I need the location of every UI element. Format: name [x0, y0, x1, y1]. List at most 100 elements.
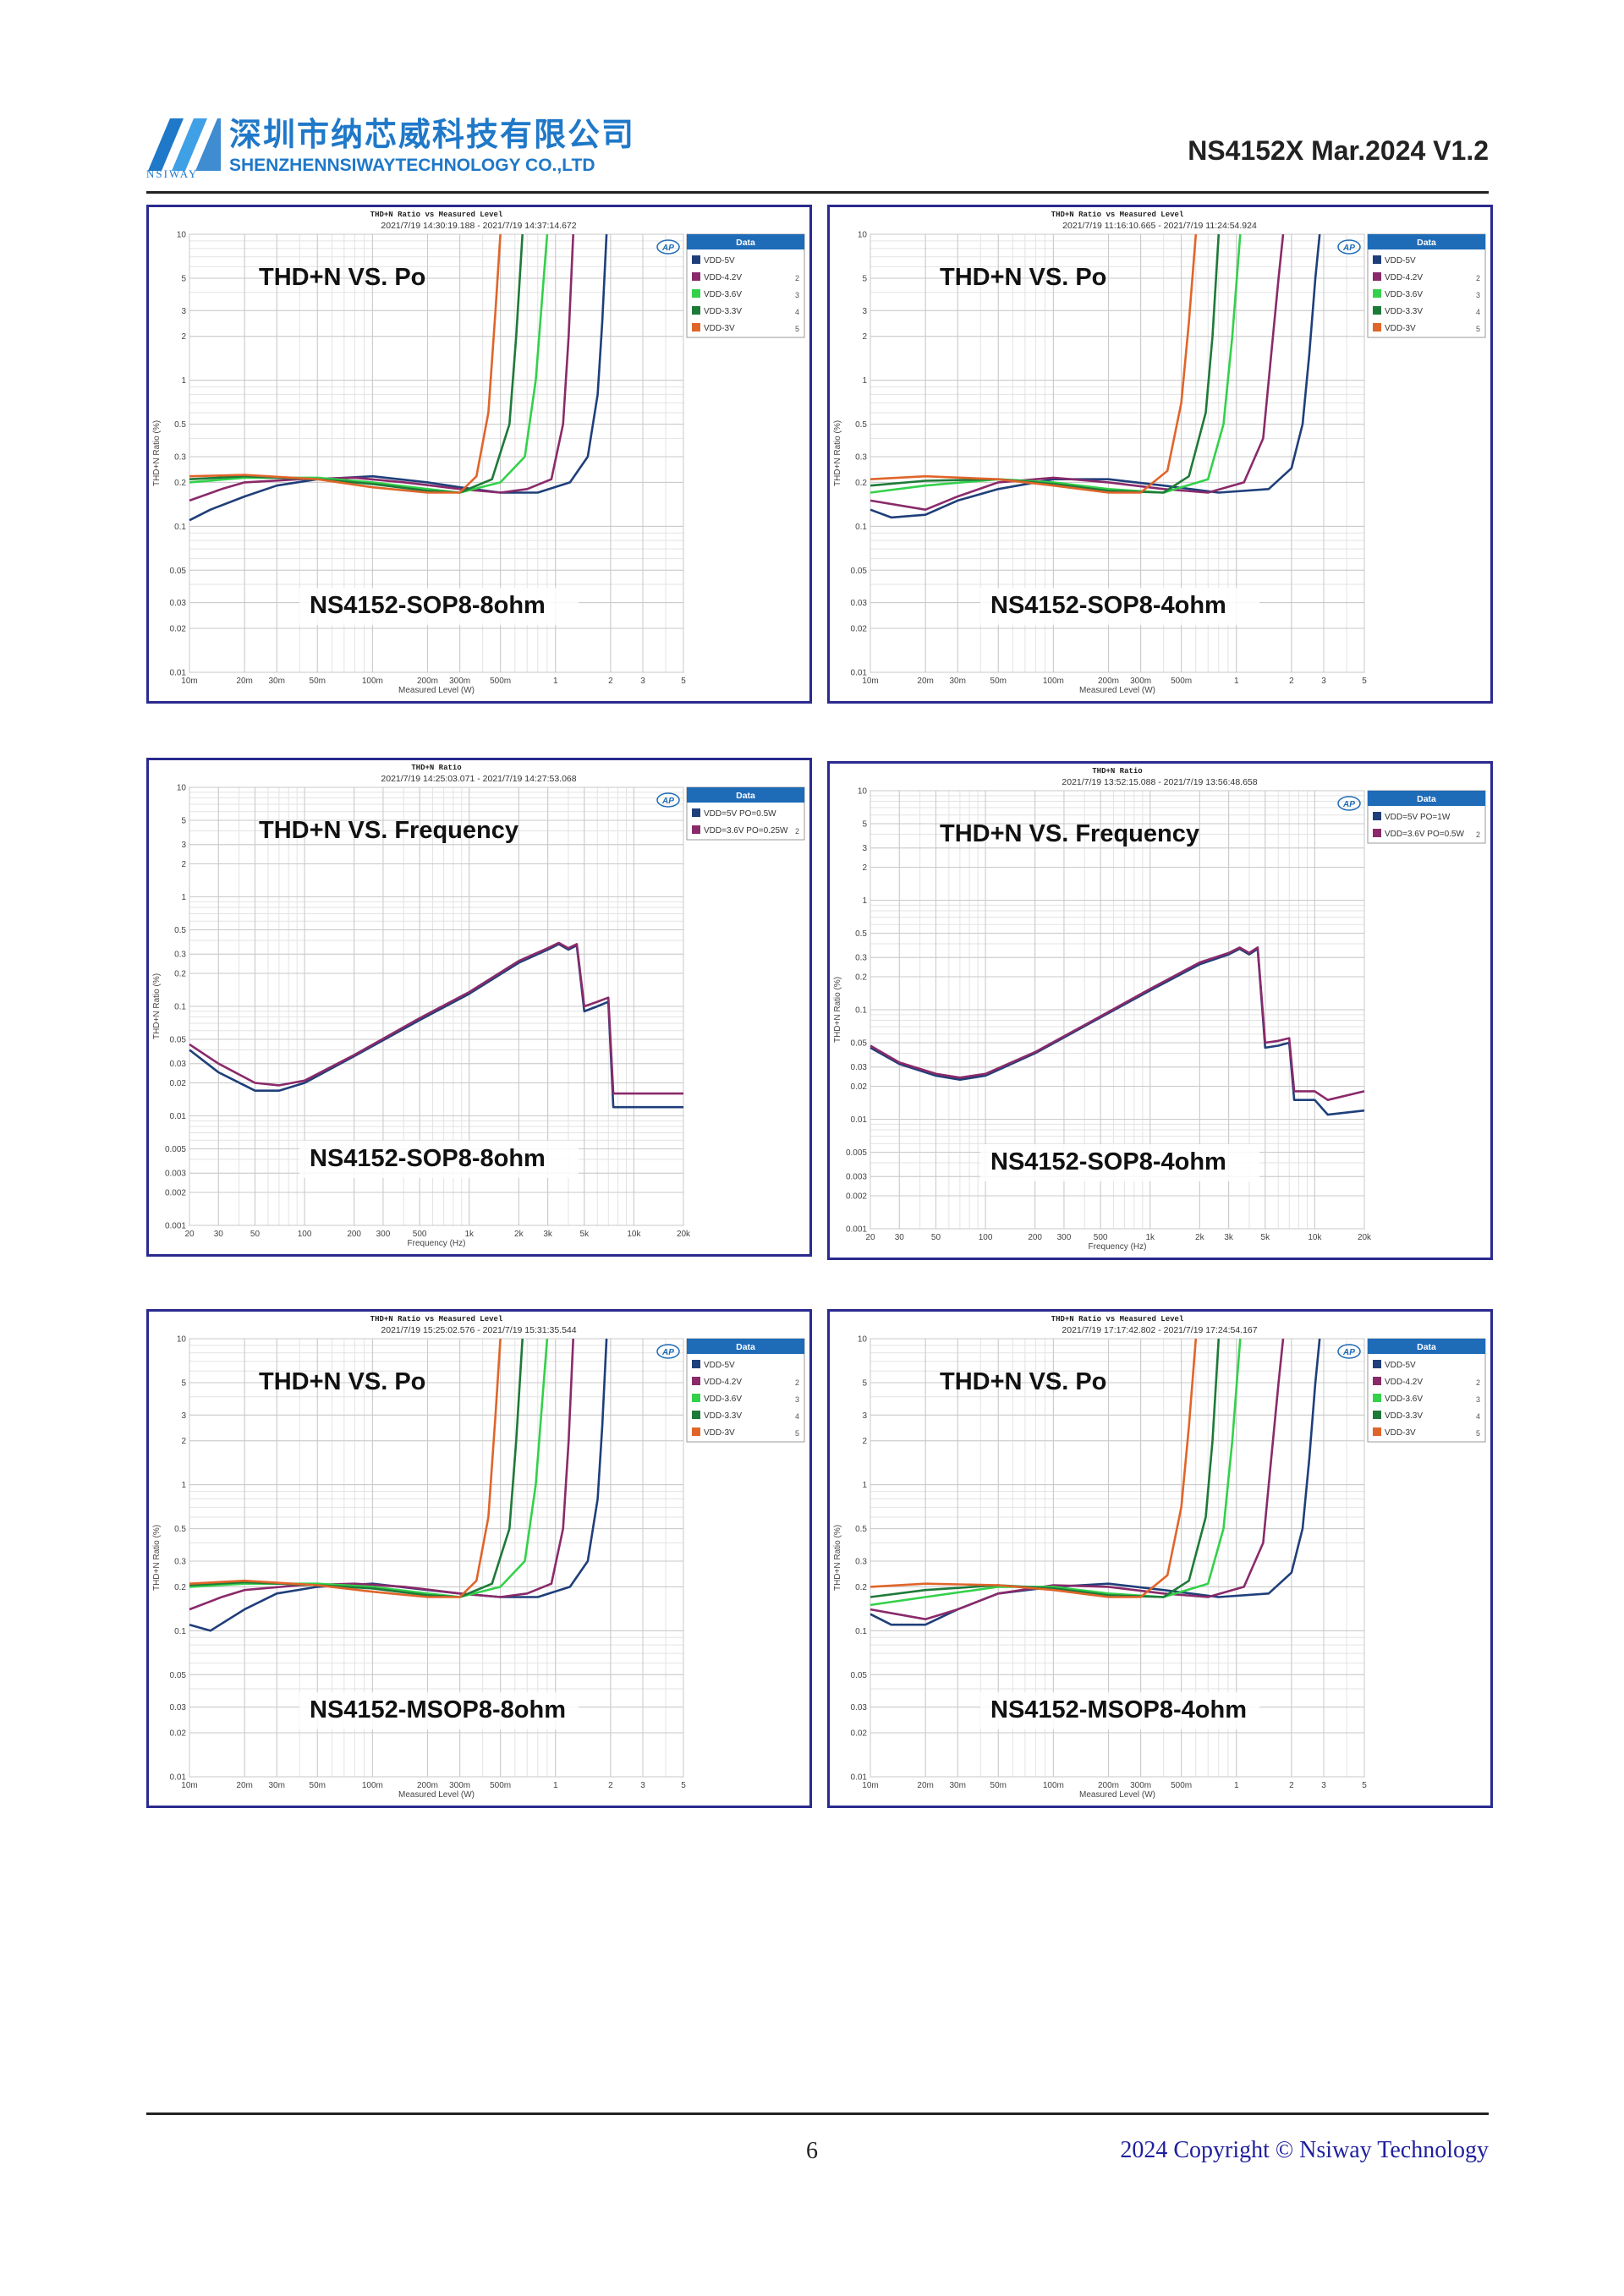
chart-timestamp: 2021/7/19 17:17:42.802 - 2021/7/19 17:24… — [1062, 1325, 1257, 1335]
legend-index: 2 — [795, 1378, 799, 1387]
x-tick-label: 50m — [310, 1781, 326, 1790]
x-tick-label: 200m — [1098, 1781, 1119, 1790]
svg-text:AP: AP — [1342, 1348, 1355, 1357]
overlay-title: THD+N VS. Po — [940, 1368, 1106, 1395]
legend-swatch — [692, 1377, 700, 1385]
legend-swatch — [692, 1394, 700, 1402]
y-tick-label: 2 — [862, 1437, 867, 1446]
ap-logo-icon: AP — [656, 239, 680, 255]
legend-entry: VDD-3.6V — [1385, 1395, 1423, 1404]
series-line — [189, 233, 502, 494]
series-lines — [189, 1338, 608, 1632]
x-tick-label: 500m — [490, 1781, 511, 1790]
x-tick-label: 2 — [1289, 1781, 1294, 1790]
y-tick-label: 0.02 — [170, 1729, 187, 1739]
y-tick-label: 10 — [177, 784, 187, 793]
x-tick-label: 5 — [681, 677, 686, 686]
x-tick-label: 100 — [979, 1233, 993, 1242]
chart-title: THD+N Ratio vs Measured Level — [1051, 211, 1184, 219]
chart-panel-freq-sop8-8ohm: 20 30 50 100 200 300 500 1k 2k 3k 5k 10k 20k 0.001 0.0… — [146, 758, 812, 1257]
legend-index: 4 — [1476, 1412, 1480, 1421]
legend-entry: VDD-3.6V — [704, 290, 742, 299]
y-axis-label: THD+N Ratio (%) — [833, 977, 842, 1043]
y-tick-label: 0.2 — [855, 973, 867, 983]
x-axis-label: Measured Level (W) — [1079, 1790, 1155, 1800]
legend-index: 3 — [1476, 1395, 1480, 1404]
overlay-title: THD+N VS. Po — [259, 1368, 425, 1395]
chart-title: THD+N Ratio vs Measured Level — [370, 1315, 503, 1323]
y-tick-label: 10 — [858, 1335, 868, 1345]
x-tick-label: 1k — [1145, 1233, 1155, 1242]
x-tick-label: 3 — [1321, 677, 1326, 686]
x-tick-label: 20 — [865, 1233, 875, 1242]
y-tick-label: 0.05 — [170, 1035, 187, 1044]
y-tick-label: 1 — [181, 1481, 186, 1490]
y-tick-label: 5 — [181, 816, 186, 825]
legend-swatch — [1373, 323, 1381, 332]
legend-swatch — [692, 1360, 700, 1368]
x-tick-label: 20m — [917, 677, 933, 686]
series-lines — [870, 1338, 1321, 1626]
legend-swatch — [1373, 289, 1381, 298]
x-tick-label: 10m — [862, 1781, 878, 1790]
x-tick-label: 300 — [1057, 1233, 1072, 1242]
y-axis-label: THD+N Ratio (%) — [833, 420, 842, 486]
legend-index: 3 — [1476, 291, 1480, 299]
series-line — [870, 1338, 1321, 1626]
y-tick-label: 5 — [862, 819, 867, 829]
y-tick-label: 0.05 — [851, 1038, 868, 1048]
legend-title: Data — [1417, 238, 1436, 248]
x-tick-label: 100m — [1043, 677, 1064, 686]
series-line — [870, 233, 1198, 494]
y-tick-label: 0.02 — [170, 1079, 187, 1088]
x-tick-label: 3k — [543, 1230, 553, 1239]
y-axis-label: THD+N Ratio (%) — [152, 1525, 162, 1591]
svg-text:AP: AP — [661, 1348, 674, 1357]
chart-svg: 10m 20m 30m 50m 100m 200m 300m 500m 1 2 3 5 0.01 0.02… — [830, 207, 1490, 701]
legend-swatch — [1373, 1427, 1381, 1436]
series-line — [189, 233, 608, 522]
legend-swatch — [692, 323, 700, 332]
overlay-title: THD+N VS. Frequency — [940, 820, 1199, 847]
chart-title: THD+N Ratio vs Measured Level — [370, 211, 503, 219]
y-tick-label: 0.03 — [170, 1060, 187, 1069]
legend-swatch — [692, 825, 700, 834]
y-tick-label: 1 — [862, 376, 867, 386]
legend-entry: VDD-4.2V — [704, 1378, 742, 1387]
chart-timestamp: 2021/7/19 15:25:02.576 - 2021/7/19 15:31… — [381, 1325, 576, 1335]
legend-swatch — [692, 1427, 700, 1436]
x-tick-label: 500m — [490, 677, 511, 686]
legend-entry: VDD-4.2V — [1385, 1378, 1423, 1387]
y-tick-label: 0.002 — [846, 1192, 867, 1202]
x-tick-label: 50m — [310, 677, 326, 686]
y-tick-label: 0.5 — [174, 926, 186, 935]
x-tick-label: 300m — [1130, 1781, 1151, 1790]
x-tick-label: 50 — [250, 1230, 261, 1239]
company-name-en: SHENZHENNSIWAYTECHNOLOGY CO.,LTD — [229, 156, 595, 175]
y-tick-label: 2 — [181, 1437, 186, 1446]
y-tick-label: 2 — [181, 332, 186, 342]
y-tick-label: 5 — [862, 1378, 867, 1388]
y-tick-label: 0.02 — [851, 625, 868, 634]
y-tick-label: 0.03 — [851, 599, 868, 608]
y-tick-label: 0.1 — [174, 1003, 186, 1012]
y-tick-label: 0.005 — [165, 1145, 186, 1154]
y-tick-label: 0.5 — [174, 1525, 186, 1534]
legend-index: 2 — [795, 827, 799, 836]
legend-entry: VDD=5V PO=0.5W — [704, 809, 776, 819]
series-line — [189, 233, 574, 502]
x-axis-label: Measured Level (W) — [398, 1790, 475, 1800]
x-tick-label: 100m — [1043, 1781, 1064, 1790]
x-tick-label: 10m — [181, 677, 197, 686]
ap-logo-icon: AP — [1337, 239, 1361, 255]
y-tick-label: 0.01 — [170, 1112, 187, 1121]
legend-swatch — [692, 1411, 700, 1419]
y-tick-label: 0.05 — [851, 1671, 868, 1680]
y-tick-label: 3 — [181, 841, 186, 850]
overlay-title: THD+N VS. Frequency — [259, 817, 518, 844]
y-tick-label: 0.1 — [855, 1006, 867, 1016]
y-tick-label: 0.05 — [170, 1671, 187, 1680]
legend-entry: VDD-3.3V — [1385, 1411, 1423, 1421]
x-tick-label: 2k — [1195, 1233, 1205, 1242]
